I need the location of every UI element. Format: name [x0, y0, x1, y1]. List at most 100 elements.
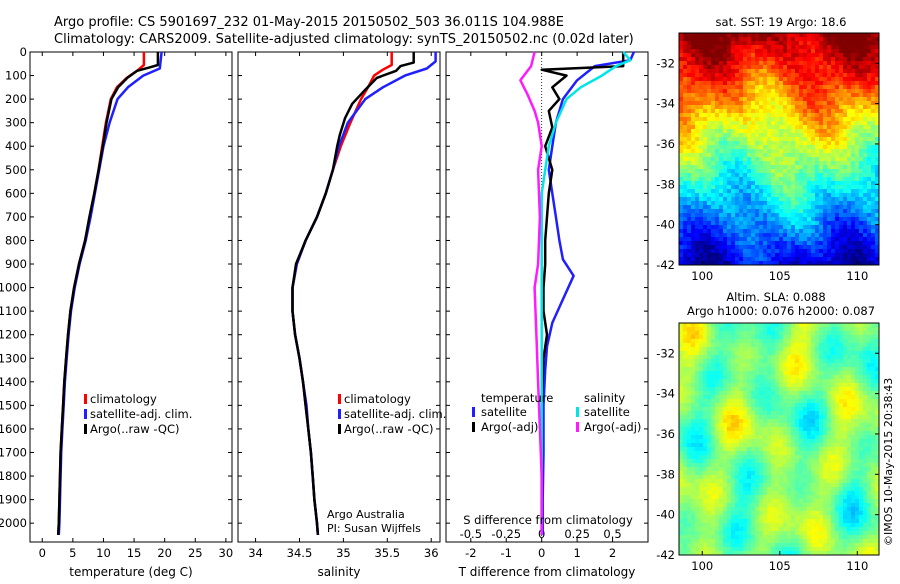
heatmap-cell [687, 93, 691, 97]
heatmap-cell [691, 415, 695, 419]
heatmap-cell [783, 257, 787, 261]
heatmap-cell [735, 49, 739, 53]
heatmap-cell [783, 387, 787, 391]
heatmap-cell [759, 161, 763, 165]
heatmap-cell [771, 61, 775, 65]
heatmap-cell [855, 395, 859, 399]
heatmap-cell [683, 133, 687, 137]
heatmap-cell [795, 161, 799, 165]
heatmap-cell [739, 105, 743, 109]
heatmap-cell [795, 109, 799, 113]
heatmap-cell [735, 177, 739, 181]
heatmap-cell [731, 249, 735, 253]
heatmap-cell [751, 121, 755, 125]
heatmap-cell [851, 459, 855, 463]
heatmap-cell [827, 371, 831, 375]
heatmap-cell [731, 45, 735, 49]
heatmap-cell [755, 173, 759, 177]
heatmap-cell [851, 105, 855, 109]
heatmap-cell [839, 391, 843, 395]
heatmap-cell [711, 221, 715, 225]
heatmap-cell [799, 249, 803, 253]
heatmap-cell [787, 209, 791, 213]
heatmap-cell [823, 439, 827, 443]
heatmap-cell [763, 463, 767, 467]
heatmap-cell [799, 451, 803, 455]
heatmap-cell [703, 431, 707, 435]
heatmap-cell [691, 89, 695, 93]
heatmap-cell [847, 463, 851, 467]
heatmap-cell [707, 45, 711, 49]
heatmap-cell [687, 97, 691, 101]
heatmap-cell [743, 105, 747, 109]
heatmap-cell [755, 65, 759, 69]
heatmap-cell [767, 45, 771, 49]
heatmap-cell [695, 173, 699, 177]
heatmap-cell [699, 185, 703, 189]
heatmap-cell [799, 229, 803, 233]
heatmap-cell [727, 37, 731, 41]
heatmap-cell [851, 331, 855, 335]
heatmap-cell [871, 181, 875, 185]
heatmap-cell [751, 459, 755, 463]
heatmap-cell [763, 197, 767, 201]
heatmap-cell [807, 435, 811, 439]
heatmap-cell [711, 431, 715, 435]
heatmap-cell [811, 105, 815, 109]
heatmap-cell [871, 141, 875, 145]
heatmap-cell [747, 41, 751, 45]
heatmap-cell [739, 347, 743, 351]
heatmap-cell [727, 157, 731, 161]
heatmap-cell [827, 145, 831, 149]
heatmap-cell [835, 443, 839, 447]
heatmap-cell [867, 245, 871, 249]
heatmap-cell [775, 137, 779, 141]
heatmap-cell [871, 343, 875, 347]
heatmap-cell [751, 153, 755, 157]
heatmap-cell [871, 77, 875, 81]
heatmap-cell [767, 229, 771, 233]
heatmap-cell [803, 355, 807, 359]
heatmap-cell [867, 45, 871, 49]
heatmap-cell [831, 149, 835, 153]
heatmap-cell [775, 77, 779, 81]
heatmap-cell [767, 403, 771, 407]
heatmap-cell [791, 217, 795, 221]
heatmap-cell [871, 165, 875, 169]
heatmap-cell [811, 165, 815, 169]
heatmap-cell [723, 395, 727, 399]
heatmap-cell [771, 253, 775, 257]
heatmap-cell [759, 125, 763, 129]
heatmap-cell [827, 129, 831, 133]
heatmap-cell [823, 233, 827, 237]
heatmap-cell [739, 359, 743, 363]
heatmap-cell [679, 395, 683, 399]
heatmap-cell [763, 57, 767, 61]
heatmap-cell [803, 415, 807, 419]
y-tick-label: 500 [5, 163, 27, 177]
heatmap-cell [715, 403, 719, 407]
heatmap-cell [703, 351, 707, 355]
heatmap-cell [843, 347, 847, 351]
heatmap-cell [823, 145, 827, 149]
heatmap-cell [703, 149, 707, 153]
heatmap-cell [783, 221, 787, 225]
heatmap-cell [751, 435, 755, 439]
heatmap-cell [839, 229, 843, 233]
heatmap-cell [743, 387, 747, 391]
heatmap-cell [707, 221, 711, 225]
heatmap-cell [735, 355, 739, 359]
heatmap-cell [863, 351, 867, 355]
y-tick-label: 300 [5, 116, 27, 130]
heatmap-cell [715, 217, 719, 221]
heatmap-cell [747, 105, 751, 109]
heatmap-cell [871, 323, 875, 327]
heatmap-cell [759, 61, 763, 65]
heatmap-cell [835, 105, 839, 109]
heatmap-cell [759, 411, 763, 415]
heatmap-cell [775, 129, 779, 133]
heatmap-cell [723, 53, 727, 57]
heatmap-cell [851, 209, 855, 213]
heatmap-cell [799, 81, 803, 85]
heatmap-cell [855, 451, 859, 455]
